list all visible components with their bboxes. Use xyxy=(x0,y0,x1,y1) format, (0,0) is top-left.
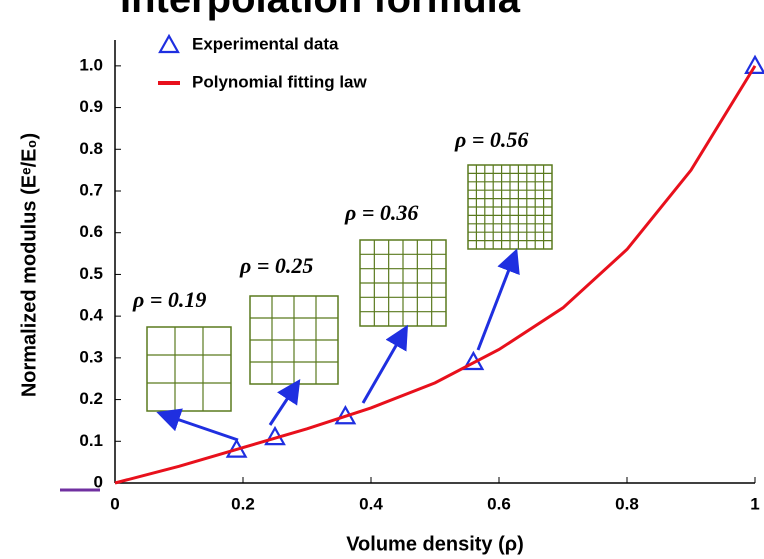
arrow xyxy=(268,378,301,426)
y-tick-label: 0.3 xyxy=(79,347,103,366)
y-tick-label: 0.5 xyxy=(79,264,103,283)
arrow xyxy=(476,248,520,351)
y-tick-label: 1.0 xyxy=(79,55,103,74)
x-axis-label: Volume density (ρ) xyxy=(346,533,524,555)
y-axis-label: Normalized modulus (Eᵉ/E₀) xyxy=(18,133,40,397)
y-tick-label: 0.6 xyxy=(79,222,103,241)
marker-triangle xyxy=(744,54,764,74)
fit-line xyxy=(114,65,757,485)
y-tick-label: 0.2 xyxy=(79,389,103,408)
x-tick-label: 0.6 xyxy=(487,494,511,513)
slide-title: Interpolation formula xyxy=(120,0,521,21)
x-tick-label: 0 xyxy=(110,494,119,513)
legend-label: Experimental data xyxy=(192,34,339,53)
annotation: ρ = 0.56 xyxy=(454,127,528,152)
y-tick-label: 0.4 xyxy=(79,306,103,325)
y-tick-label: 0.1 xyxy=(79,431,103,450)
annotation: ρ = 0.25 xyxy=(239,253,313,278)
y-tick-label: 0.7 xyxy=(79,180,103,199)
y-tick-label: 0 xyxy=(94,472,103,491)
legend-label: Polynomial fitting law xyxy=(192,72,368,91)
x-tick-label: 0.4 xyxy=(359,494,383,513)
marker-triangle xyxy=(158,33,180,54)
y-tick-label: 0.9 xyxy=(79,97,103,116)
arrow xyxy=(156,408,239,442)
x-tick-label: 0.2 xyxy=(231,494,255,513)
arrow xyxy=(361,324,408,404)
inset-grid xyxy=(146,326,232,412)
y-tick-label: 0.8 xyxy=(79,139,103,158)
x-tick-label: 0.8 xyxy=(615,494,639,513)
annotation: ρ = 0.19 xyxy=(132,287,206,312)
annotation: ρ = 0.36 xyxy=(344,200,418,225)
x-tick-label: 1 xyxy=(750,494,759,513)
